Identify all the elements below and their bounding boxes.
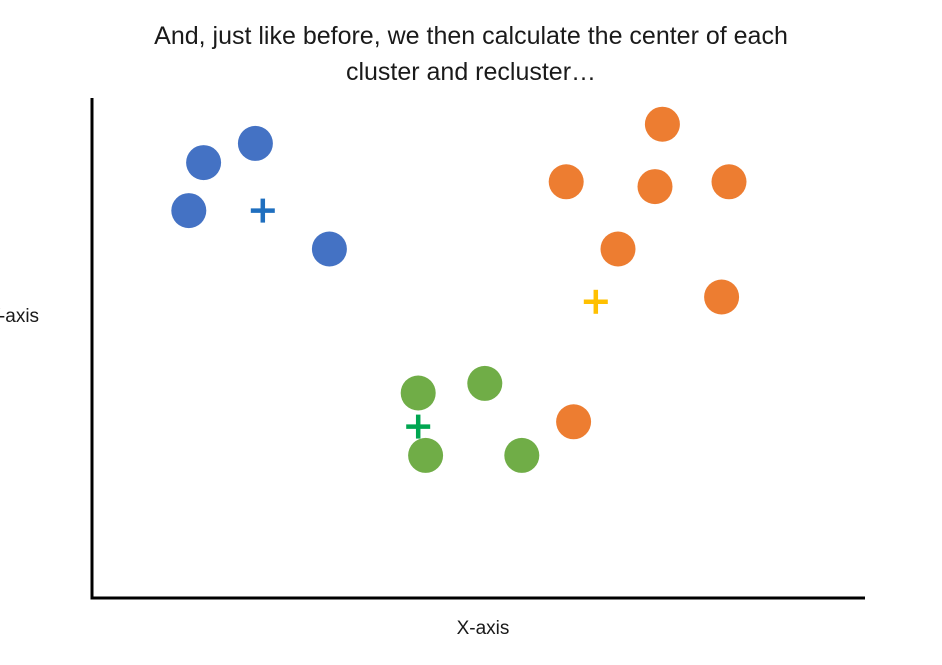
- centroid-markers: [250, 198, 608, 439]
- slide-title-line-2: cluster and recluster…: [345, 58, 597, 86]
- data-point: [644, 106, 680, 142]
- data-point: [237, 125, 273, 161]
- slide-title: And, just like before, we then calculate…: [0, 18, 942, 90]
- axes: [90, 98, 865, 600]
- slide-title-line-1: And, just like before, we then calculate…: [154, 22, 788, 50]
- centroid-plus-marker: [406, 414, 431, 439]
- data-point: [504, 437, 540, 473]
- data-point: [704, 279, 740, 315]
- data-point: [311, 231, 347, 267]
- x-axis-label-text: X-axis: [456, 618, 510, 639]
- data-point: [400, 375, 436, 411]
- data-point: [711, 164, 747, 200]
- data-point: [408, 437, 444, 473]
- data-point: [637, 169, 673, 205]
- centroid-plus-marker: [250, 198, 275, 223]
- y-axis-label: Y-axis: [0, 306, 40, 327]
- data-point: [467, 365, 503, 401]
- data-point: [556, 404, 592, 440]
- data-points: [171, 106, 747, 473]
- data-point: [600, 231, 636, 267]
- data-point: [548, 164, 584, 200]
- data-point: [186, 145, 222, 181]
- data-point: [171, 193, 207, 229]
- centroid-plus-marker: [583, 289, 608, 314]
- x-axis-label: X-axis: [0, 618, 942, 640]
